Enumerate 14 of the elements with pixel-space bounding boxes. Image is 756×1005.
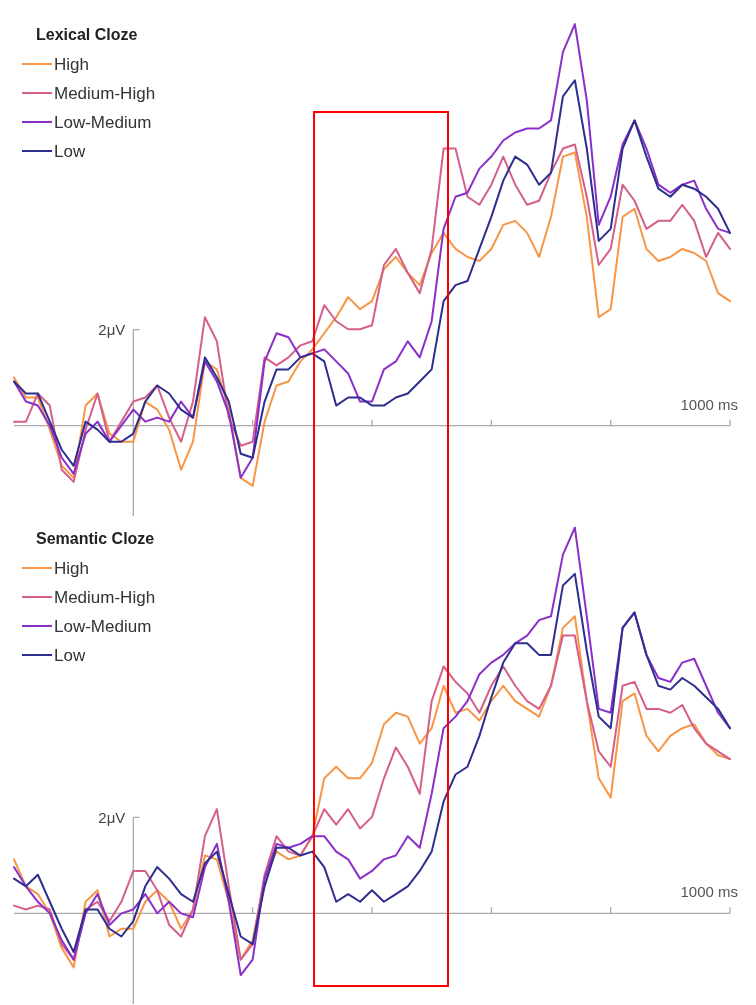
annotation: 2μV — [98, 808, 126, 826]
legend-label: Low-Medium — [54, 616, 152, 636]
legend-label: Low-Medium — [54, 112, 152, 132]
annotation: 1000 ms — [680, 395, 738, 413]
annotation: 1000 ms — [680, 883, 738, 901]
legend-title: Semantic Cloze — [36, 530, 155, 547]
legend-title: Lexical Cloze — [36, 26, 138, 43]
legend-label: Low — [54, 645, 86, 665]
legend-label: Low — [54, 141, 86, 161]
annotation: 2μV — [98, 320, 126, 338]
legend-label: Medium-High — [54, 83, 156, 103]
legend-label: High — [54, 558, 89, 578]
legend-label: High — [54, 54, 89, 74]
legend-label: Medium-High — [54, 587, 156, 607]
